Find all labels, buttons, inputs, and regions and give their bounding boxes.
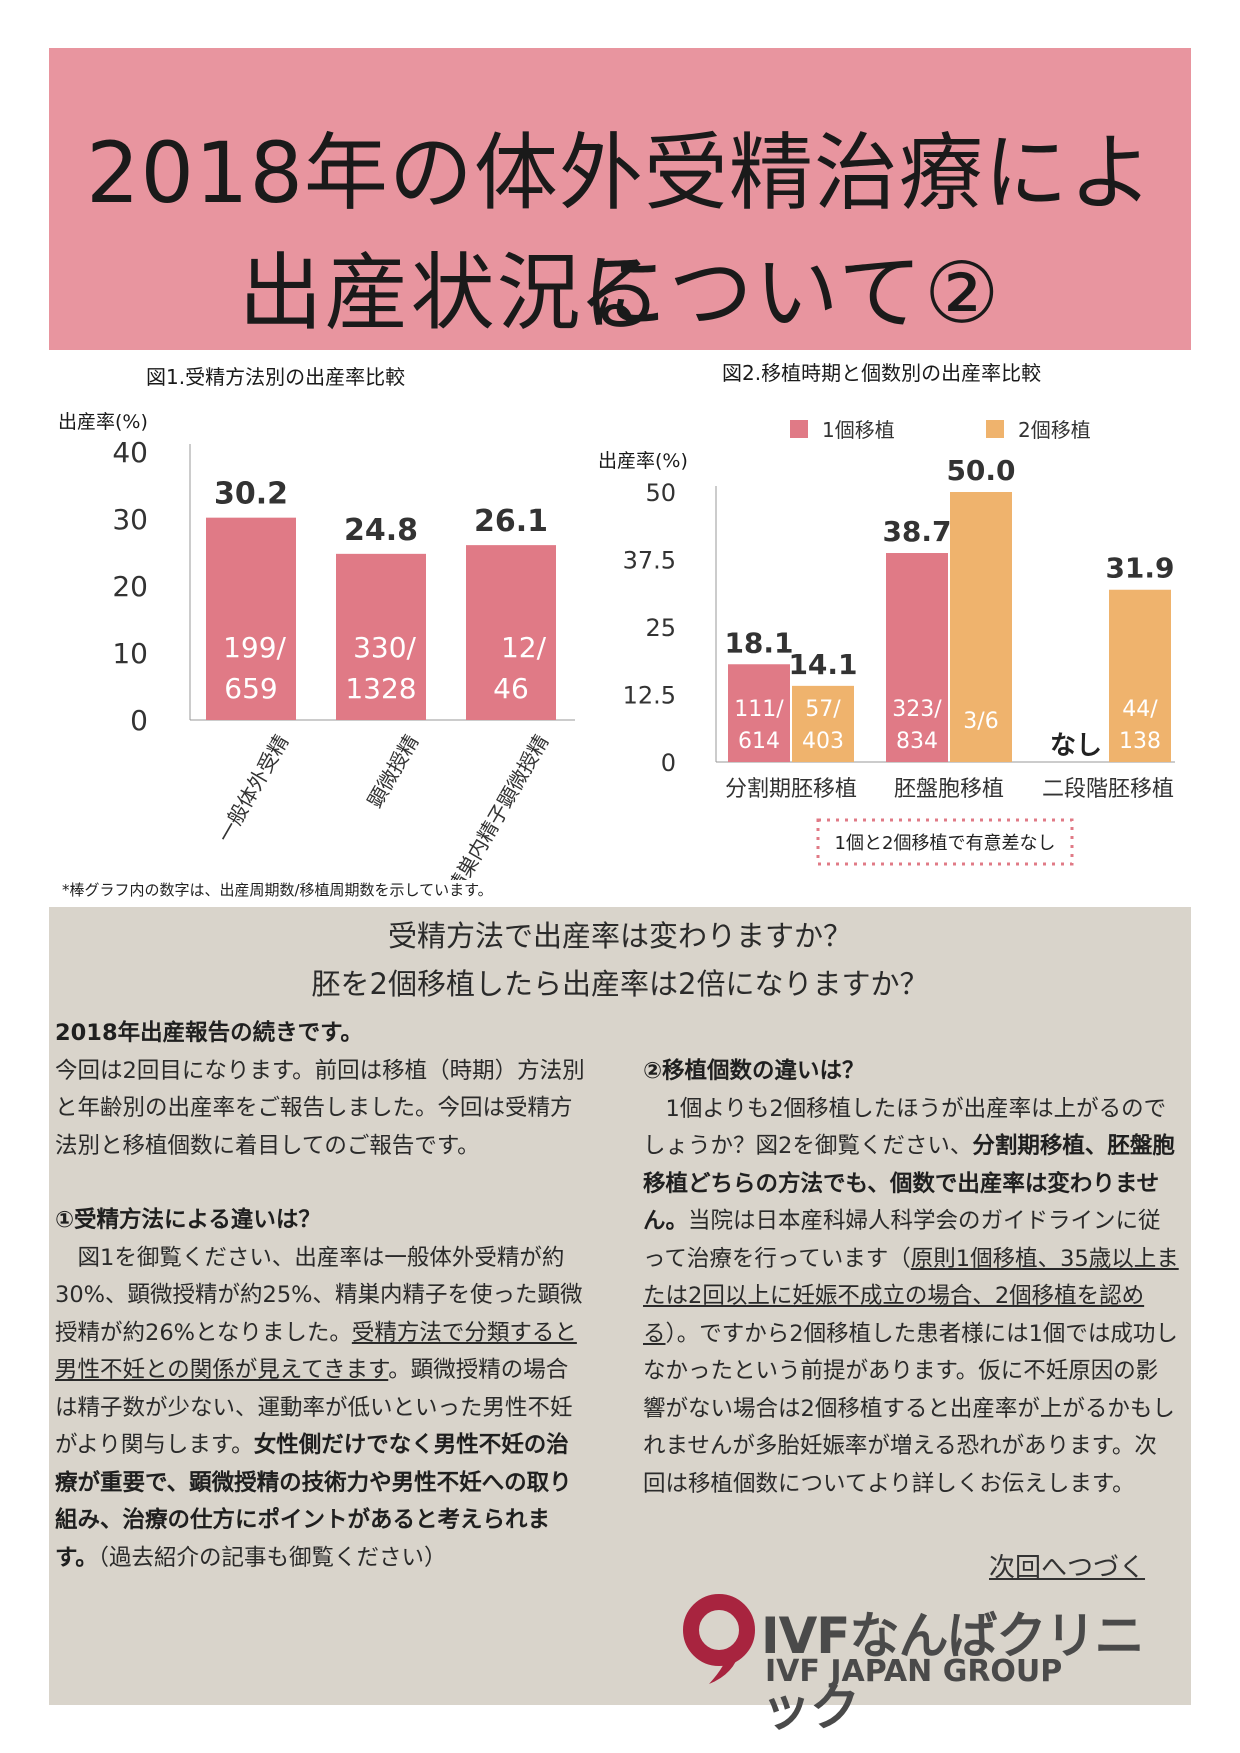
clinic-logo: IVFなんばクリニック IVF JAPAN GROUP xyxy=(679,1592,1179,1737)
left-column: 2018年出産報告の続きです。 今回は2回目になります。前回は移植（時期）方法別… xyxy=(55,1015,585,1577)
chart2-value-label: 31.9 xyxy=(1105,552,1174,585)
chart2-value-label: 14.1 xyxy=(788,648,857,681)
chart2-category-label: 二段階胚移植 xyxy=(1042,777,1174,802)
chart1-bar xyxy=(336,553,426,720)
chart1-value-label: 24.8 xyxy=(344,513,418,548)
page-title-line1: 2018年の体外受精治療による xyxy=(86,124,1154,343)
chart2-tick-label: 0 xyxy=(661,749,676,777)
right-subheading: ②移植個数の違いは？ xyxy=(643,1058,865,1084)
right-p2a: 1個よりも2個移植したほうが出産率は上がるのでしょうか？図2を御覧ください、 xyxy=(643,1095,1167,1160)
chart1-bar xyxy=(466,545,556,720)
chart2-bar-label: 323/ xyxy=(892,697,942,722)
chart2-value-label: 18.1 xyxy=(724,626,793,659)
left-heading: 2018年出産報告の続きです。 xyxy=(55,1020,363,1046)
right-p2b: 当院は日本産科婦人科学会のガイドラインに従って治療を行っています（ xyxy=(643,1208,1161,1272)
next-link[interactable]: 次回へつづく xyxy=(989,1553,1146,1583)
chart2-legend-swatch xyxy=(986,420,1004,438)
chart1-bar-label: 1328 xyxy=(345,672,416,705)
question-2: 胚を2個移植したら出産率は2倍になりますか？ xyxy=(311,967,929,1001)
chart2-ylabel: 出産率(%) xyxy=(598,450,688,472)
chart2-bar xyxy=(1109,589,1171,762)
chart2-bar-label: 834 xyxy=(896,729,938,754)
chart1-value-label: 30.2 xyxy=(214,477,288,512)
page-title-line2: 出産状況について② xyxy=(238,244,1002,342)
chart2-legend-label: 1個移植 xyxy=(822,418,895,442)
chart2-bar xyxy=(950,492,1012,762)
chart1-bar-label: 12/ xyxy=(501,631,547,664)
chart1-bar-label: 659 xyxy=(224,672,277,705)
chart1-ylabel: 出産率(%) xyxy=(58,411,148,433)
chart2-title: 図2.移植時期と個数別の出産率比較 xyxy=(722,361,1042,385)
question-1: 受精方法で出産率は変わりますか？ xyxy=(387,919,852,953)
chart2-value-label: なし xyxy=(1050,731,1102,761)
chart1-value-label: 26.1 xyxy=(474,504,548,539)
chart2-bar-label: 614 xyxy=(738,729,780,754)
right-paragraph: 1個よりも2個移植したほうが出産率は上がるのでしょうか？図2を御覧ください、分割… xyxy=(643,1091,1179,1504)
chart1-bar xyxy=(206,517,296,720)
chart1-tick-label: 20 xyxy=(112,570,148,603)
chart2-tick-label: 25 xyxy=(645,614,676,642)
article-panel: 受精方法で出産率は変わりますか？ 胚を2個移植したら出産率は2倍になりますか？ … xyxy=(49,907,1191,1737)
chart2-annotation-box xyxy=(816,818,1074,866)
left-p1-bold: 女性側だけでなく男性不妊の治療が重要で、顕微授精の技術力や男性不妊への取り組み、… xyxy=(55,1432,572,1571)
chart1-tick-label: 30 xyxy=(112,503,148,536)
chart2-bar xyxy=(886,553,948,762)
left-p1-underline: 受精方法で分類すると男性不妊との関係が見えてきます xyxy=(55,1319,577,1384)
chart1-bar-label: 330/ xyxy=(353,631,416,664)
chart2-bar-label: 44/ xyxy=(1122,697,1158,722)
logo-group: IVF JAPAN GROUP xyxy=(765,1654,1063,1689)
chart1-tick-label: 10 xyxy=(112,637,148,670)
chart2-category-label: 分割期胚移植 xyxy=(725,777,857,802)
left-p1b: 。顕微授精の場合は精子数が少ない、運動率が低いといった男性不妊がより関与します。 xyxy=(55,1357,573,1458)
logo-name: IVFなんばクリニック xyxy=(761,1607,1144,1737)
chart2-category-label: 胚盤胞移植 xyxy=(894,777,1004,802)
chart1-category-label: 一般体外受精 xyxy=(213,731,294,847)
chart2-svg: 50 37.5 25 12.5 0 1個移植 2個移植 18.1 111/614 14.1 57/4… xyxy=(623,418,1175,866)
right-p2c: ）。ですから2個移植した患者様には1個では成功しなかったという前提があります。仮… xyxy=(643,1320,1178,1497)
chart2-bar-label: 57/ xyxy=(805,697,841,722)
left-p1a: 図1を御覧ください、出産率は一般体外受精が約30%、顕微授精が約25%、精巣内精… xyxy=(55,1244,583,1346)
chart2-tick-label: 12.5 xyxy=(623,682,676,710)
chart1-title: 図1.受精方法別の出産率比較 xyxy=(146,365,406,389)
chart2-bar xyxy=(728,664,790,762)
right-p2-bold: 分割期移植、胚盤胞移植どちらの方法でも、個数で出産率は変わりません。 xyxy=(643,1133,1175,1234)
chart1-tick-label: 0 xyxy=(130,704,148,737)
chart1-svg: 40 30 20 10 0 30.2 199/659 一般体外受精 24.8 330/1328 顕微… xyxy=(112,436,575,881)
chart2-bar-label: 111/ xyxy=(734,697,784,722)
chart1-tick-label: 40 xyxy=(112,436,148,469)
chart2-annotation: 1個と2個移植で有意差なし xyxy=(835,833,1056,854)
chart1-bar-label: 46 xyxy=(493,672,529,705)
chart2-tick-label: 50 xyxy=(645,479,676,507)
left-intro: 今回は2回目になります。前回は移植（時期）方法別と年齢別の出産率をご報告しました… xyxy=(55,1057,585,1159)
left-paragraph: 図1を御覧ください、出産率は一般体外受精が約30%、顕微授精が約25%、精巣内精… xyxy=(55,1240,585,1578)
chart2-bar-label: 403 xyxy=(802,729,844,754)
chart2-bar-label: 3/6 xyxy=(963,709,998,734)
footnote: *棒グラフ内の数字は、出産周期数/移植周期数を示しています。 xyxy=(62,881,493,899)
chart2-tick-label: 37.5 xyxy=(623,547,676,575)
chart2-value-label: 50.0 xyxy=(946,454,1015,487)
left-subheading: ①受精方法による違いは？ xyxy=(55,1207,321,1233)
right-p2-underline: 原則1個移植、35歳以上または2回以上に妊娠不成立の場合、2個移植を認める xyxy=(643,1245,1179,1347)
chart1-bar-label: 199/ xyxy=(223,631,286,664)
right-column: ②移植個数の違いは？ 1個よりも2個移植したほうが出産率は上がるのでしょうか？図… xyxy=(643,1053,1179,1503)
chart2-legend-swatch xyxy=(790,420,808,438)
chart2-legend-label: 2個移植 xyxy=(1018,418,1091,442)
chart2-bar-label: 138 xyxy=(1119,729,1161,754)
chart1-category-label: 顕微授精 xyxy=(363,731,424,812)
title-banner: 2018年の体外受精治療による 出産状況について② xyxy=(49,48,1191,350)
logo-mark-icon xyxy=(683,1594,755,1684)
chart2-bar xyxy=(792,685,854,762)
chart1-category-label: 精巣内精子顕微授精 xyxy=(443,731,554,881)
chart2-value-label: 38.7 xyxy=(882,515,951,548)
left-p1-end: （過去紹介の記事も御覧ください） xyxy=(97,1544,447,1571)
